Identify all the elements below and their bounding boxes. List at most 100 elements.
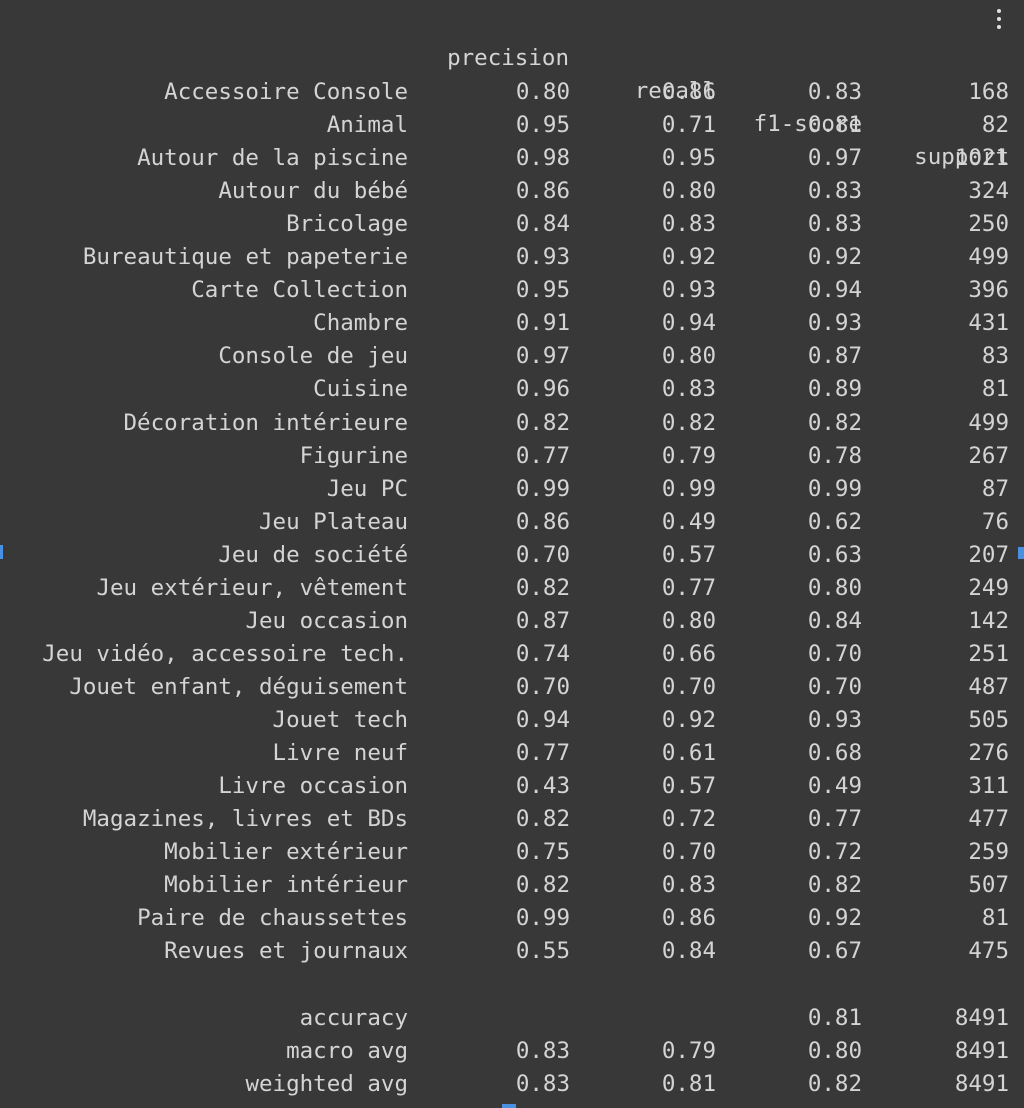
- recall-value: 0.57: [661, 773, 716, 800]
- table-row: Chambre 0.91 0.94 0.93 431: [0, 307, 1024, 340]
- precision-value: 0.86: [515, 178, 570, 205]
- table-row: Bricolage 0.84 0.83 0.83 250: [0, 208, 1024, 241]
- row-label: Carte Collection: [191, 277, 408, 304]
- support-value: 251: [968, 640, 1009, 667]
- table-row: Jeu PC 0.99 0.99 0.99 87: [0, 473, 1024, 506]
- recall-value: 0.79: [661, 442, 716, 469]
- recall-value: 0.79: [661, 1038, 716, 1064]
- support-value: 507: [968, 872, 1009, 899]
- precision-value: 0.95: [515, 277, 570, 304]
- support-value: 142: [968, 607, 1009, 634]
- row-label: Cuisine: [313, 376, 408, 403]
- row-label: Livre neuf: [272, 740, 408, 766]
- cell-marker-left: [0, 545, 3, 559]
- row-label: Mobilier extérieur: [164, 839, 408, 866]
- precision-value: 0.77: [515, 442, 570, 469]
- table-row: Accessoire Console 0.80 0.86 0.83 168: [0, 76, 1024, 109]
- support-value: 505: [968, 706, 1009, 733]
- f1-score-value: 0.70: [807, 673, 862, 700]
- table-row: Animal 0.95 0.71 0.81 82: [0, 109, 1024, 142]
- recall-value: 0.83: [661, 211, 716, 238]
- support-value: 250: [968, 211, 1009, 238]
- recall-value: 0.72: [661, 806, 716, 833]
- support-value: 475: [968, 938, 1009, 965]
- f1-score-value: 0.68: [807, 740, 862, 766]
- f1-score-value: 0.83: [807, 178, 862, 205]
- f1-score-value: 0.82: [807, 409, 862, 436]
- f1-score-value: 0.93: [807, 310, 862, 337]
- table-row: Autour de la piscine 0.98 0.95 0.97 1021: [0, 142, 1024, 175]
- cell-marker-bottom: [502, 1104, 516, 1108]
- vertical-dots-icon[interactable]: [996, 9, 1002, 35]
- row-label: Autour de la piscine: [137, 145, 408, 172]
- support-value: 477: [968, 806, 1009, 833]
- row-label: Bureautique et papeterie: [82, 244, 408, 271]
- precision-value: 0.77: [515, 740, 570, 766]
- support-value: 499: [968, 409, 1009, 436]
- precision-value: 0.83: [515, 1071, 570, 1097]
- precision-value: 0.75: [515, 839, 570, 866]
- recall-value: 0.70: [661, 839, 716, 866]
- support-value: 81: [981, 376, 1009, 403]
- f1-score-value: 0.92: [807, 244, 862, 271]
- table-row: Revues et journaux 0.55 0.84 0.67 475: [0, 935, 1024, 968]
- table-row: Figurine 0.77 0.79 0.78 267: [0, 440, 1024, 473]
- recall-value: 0.66: [661, 640, 716, 667]
- support-value: 499: [968, 244, 1009, 271]
- support-value: 431: [968, 310, 1009, 337]
- recall-value: 0.49: [661, 508, 716, 535]
- table-row: Bureautique et papeterie 0.93 0.92 0.92 499: [0, 241, 1024, 274]
- table-row: Cuisine 0.96 0.83 0.89 81: [0, 373, 1024, 406]
- row-label: Livre occasion: [218, 773, 408, 800]
- f1-score-value: 0.78: [807, 442, 862, 469]
- row-label: accuracy: [299, 1005, 408, 1031]
- precision-value: 0.80: [515, 79, 570, 105]
- table-row: Carte Collection 0.95 0.93 0.94 396: [0, 274, 1024, 307]
- precision-value: 0.82: [515, 409, 570, 436]
- row-label: weighted avg: [245, 1071, 408, 1097]
- support-value: 207: [968, 541, 1009, 568]
- recall-value: 0.80: [661, 178, 716, 205]
- summary-row: macro avg 0.83 0.79 0.80 8491: [0, 1035, 1024, 1068]
- recall-value: 0.81: [661, 1071, 716, 1097]
- support-value: 267: [968, 442, 1009, 469]
- f1-score-value: 0.83: [807, 211, 862, 238]
- f1-score-value: 0.97: [807, 145, 862, 172]
- f1-score-value: 0.92: [807, 905, 862, 932]
- precision-value: 0.95: [515, 112, 570, 139]
- support-value: 1021: [954, 145, 1009, 172]
- f1-score-value: 0.83: [807, 79, 862, 105]
- row-label: Jeu extérieur, vêtement: [96, 574, 408, 601]
- row-label: Jeu vidéo, accessoire tech.: [42, 640, 408, 667]
- table-row: Jeu de société 0.70 0.57 0.63 207: [0, 539, 1024, 572]
- recall-value: 0.94: [661, 310, 716, 337]
- row-label: Accessoire Console: [164, 79, 408, 105]
- f1-score-value: 0.80: [807, 574, 862, 601]
- f1-score-value: 0.80: [807, 1038, 862, 1064]
- summary-row: accuracy 0.81 8491: [0, 1002, 1024, 1035]
- recall-value: 0.83: [661, 376, 716, 403]
- row-label: Bricolage: [286, 211, 408, 238]
- row-label: Jeu Plateau: [258, 508, 408, 535]
- f1-score-value: 0.99: [807, 475, 862, 502]
- f1-score-value: 0.77: [807, 806, 862, 833]
- table-row: Décoration intérieure 0.82 0.82 0.82 499: [0, 407, 1024, 440]
- precision-value: 0.55: [515, 938, 570, 965]
- table-row: Magazines, livres et BDs 0.82 0.72 0.77 477: [0, 803, 1024, 836]
- precision-value: 0.84: [515, 211, 570, 238]
- support-value: 81: [981, 905, 1009, 932]
- precision-value: 0.70: [515, 541, 570, 568]
- recall-value: 0.86: [661, 905, 716, 932]
- table-row: Mobilier intérieur 0.82 0.83 0.82 507: [0, 869, 1024, 902]
- precision-value: 0.97: [515, 343, 570, 370]
- row-label: Décoration intérieure: [123, 409, 408, 436]
- recall-value: 0.80: [661, 607, 716, 634]
- f1-score-value: 0.63: [807, 541, 862, 568]
- precision-value: 0.86: [515, 508, 570, 535]
- recall-value: 0.99: [661, 475, 716, 502]
- f1-score-value: 0.49: [807, 773, 862, 800]
- precision-value: 0.82: [515, 806, 570, 833]
- f1-score-value: 0.93: [807, 706, 862, 733]
- support-value: 259: [968, 839, 1009, 866]
- table-row: Jeu occasion 0.87 0.80 0.84 142: [0, 605, 1024, 638]
